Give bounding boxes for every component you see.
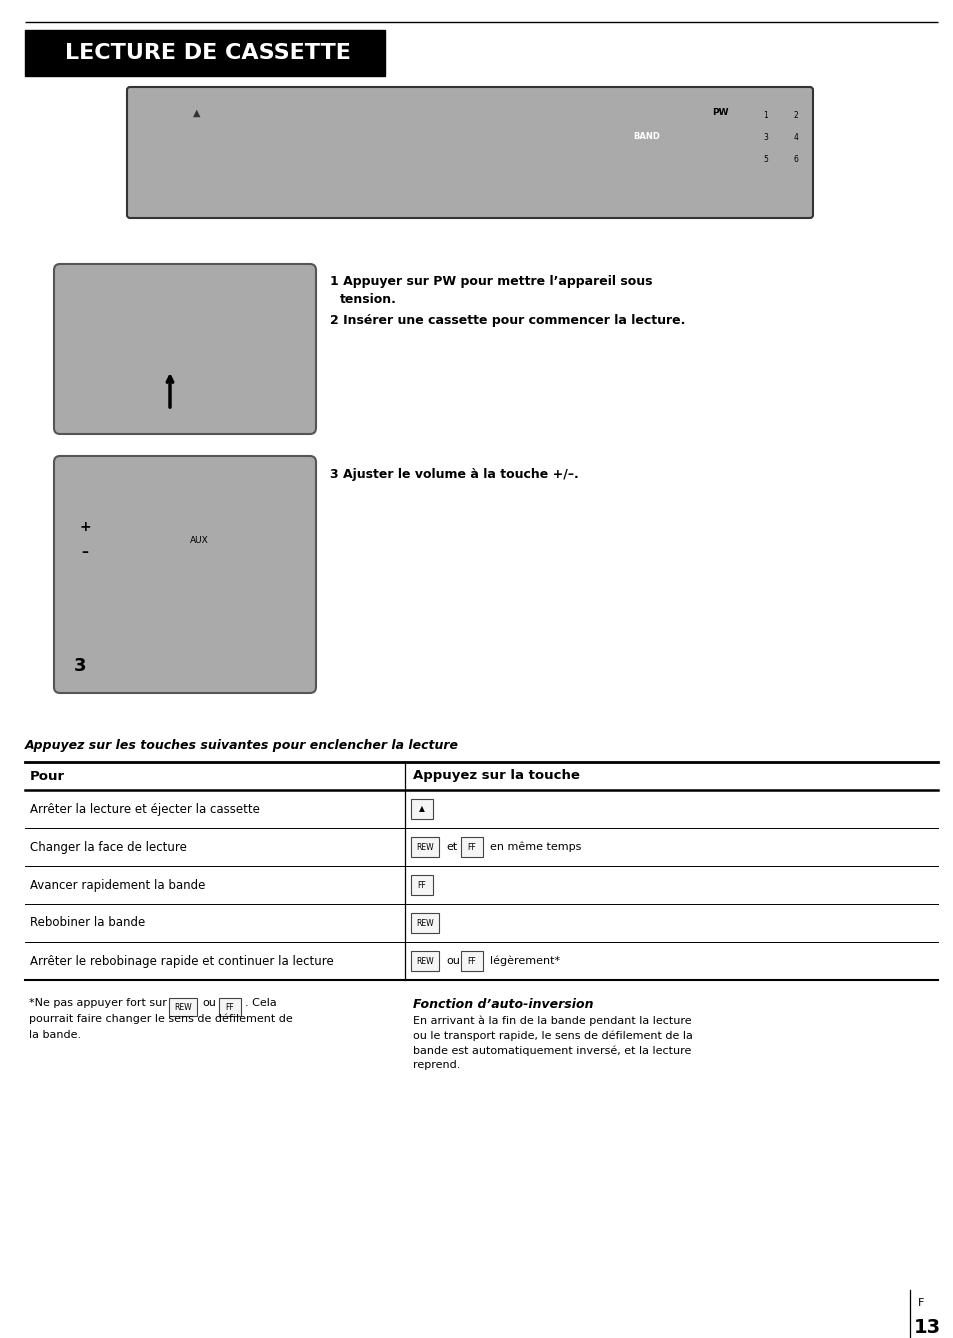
Bar (210, 120, 490, 165)
Bar (80, 300, 290, 380)
Text: REW: REW (416, 957, 434, 966)
Text: Arrêter le rebobinage rapide et continuer la lecture: Arrêter le rebobinage rapide et continue… (30, 954, 334, 967)
Text: Fonction d’auto-inversion: Fonction d’auto-inversion (413, 998, 593, 1012)
Bar (460, 951, 482, 971)
Bar (754, 130, 776, 146)
Text: 3: 3 (73, 657, 86, 674)
Text: 4: 4 (793, 134, 798, 143)
FancyBboxPatch shape (618, 139, 676, 161)
FancyBboxPatch shape (699, 114, 740, 138)
Text: Pour: Pour (30, 769, 65, 783)
Text: En arrivant à la fin de la bande pendant la lecture
ou le transport rapide, le s: En arrivant à la fin de la bande pendant… (413, 1016, 692, 1070)
Text: Avancer rapidement la bande: Avancer rapidement la bande (30, 879, 205, 891)
FancyBboxPatch shape (127, 87, 812, 218)
Circle shape (108, 316, 152, 360)
FancyBboxPatch shape (179, 543, 219, 565)
Text: tension.: tension. (339, 293, 396, 306)
Text: ou: ou (446, 955, 459, 966)
Text: FF: FF (226, 1002, 234, 1012)
Text: Changer la face de lecture: Changer la face de lecture (30, 840, 187, 854)
Text: Appuyez sur la touche: Appuyez sur la touche (413, 769, 579, 783)
Text: REW: REW (416, 918, 434, 927)
Text: FF: FF (467, 843, 476, 851)
Text: en même temps: en même temps (490, 842, 580, 852)
Bar (411, 799, 433, 819)
Circle shape (202, 330, 218, 347)
Text: 2: 2 (793, 111, 798, 120)
Bar (25, 29, 385, 76)
Text: FF: FF (467, 957, 476, 966)
Bar (754, 153, 776, 169)
Bar (784, 130, 806, 146)
Circle shape (112, 534, 168, 590)
Text: +: + (79, 520, 91, 534)
Bar (411, 913, 438, 933)
Text: 1: 1 (762, 111, 767, 120)
Text: ▲: ▲ (193, 108, 200, 118)
Text: 1 Appuyer sur PW pour mettre l’appareil sous: 1 Appuyer sur PW pour mettre l’appareil … (330, 276, 652, 288)
Bar (411, 951, 438, 971)
Text: F: F (917, 1298, 923, 1309)
Text: ▲: ▲ (418, 804, 424, 814)
Bar (169, 998, 196, 1016)
Bar (411, 875, 433, 895)
Circle shape (188, 316, 232, 360)
Text: –: – (81, 545, 89, 559)
Text: légèrement*: légèrement* (490, 955, 559, 966)
Text: PW: PW (711, 108, 727, 116)
Text: et: et (446, 842, 456, 852)
Text: 13: 13 (913, 1318, 941, 1337)
Text: Arrêter la lecture et éjecter la cassette: Arrêter la lecture et éjecter la cassett… (30, 803, 259, 815)
FancyBboxPatch shape (54, 456, 315, 693)
Text: BAND: BAND (633, 132, 659, 140)
Bar (460, 838, 482, 858)
Text: AUX: AUX (190, 537, 208, 545)
Text: la bande.: la bande. (29, 1030, 81, 1040)
Text: 3 Ajuster le volume à la touche +/–.: 3 Ajuster le volume à la touche +/–. (330, 468, 578, 480)
Bar (219, 998, 241, 1016)
Circle shape (128, 550, 152, 574)
Bar (411, 838, 438, 858)
Text: Appuyez sur les touches suivantes pour enclencher la lecture: Appuyez sur les touches suivantes pour e… (25, 739, 458, 752)
Text: *Ne pas appuyer fort sur: *Ne pas appuyer fort sur (29, 998, 171, 1008)
Text: pourrait faire changer le sens de défilement de: pourrait faire changer le sens de défile… (29, 1014, 293, 1025)
Text: 2 Insérer une cassette pour commencer la lecture.: 2 Insérer une cassette pour commencer la… (330, 314, 684, 326)
Text: REW: REW (416, 843, 434, 851)
Text: FF: FF (417, 880, 426, 890)
Text: 3: 3 (762, 134, 767, 143)
Text: Rebobiner la bande: Rebobiner la bande (30, 917, 145, 930)
Text: 5: 5 (762, 155, 767, 165)
Circle shape (122, 330, 138, 347)
Text: LECTURE DE CASSETTE: LECTURE DE CASSETTE (65, 43, 351, 63)
Text: ou: ou (202, 998, 215, 1008)
Bar (784, 153, 806, 169)
Text: 6: 6 (793, 155, 798, 165)
Text: REW: REW (174, 1002, 192, 1012)
FancyBboxPatch shape (54, 264, 315, 434)
Bar (754, 108, 776, 124)
Bar (784, 108, 806, 124)
Text: . Cela: . Cela (245, 998, 276, 1008)
Bar (185, 110, 210, 130)
